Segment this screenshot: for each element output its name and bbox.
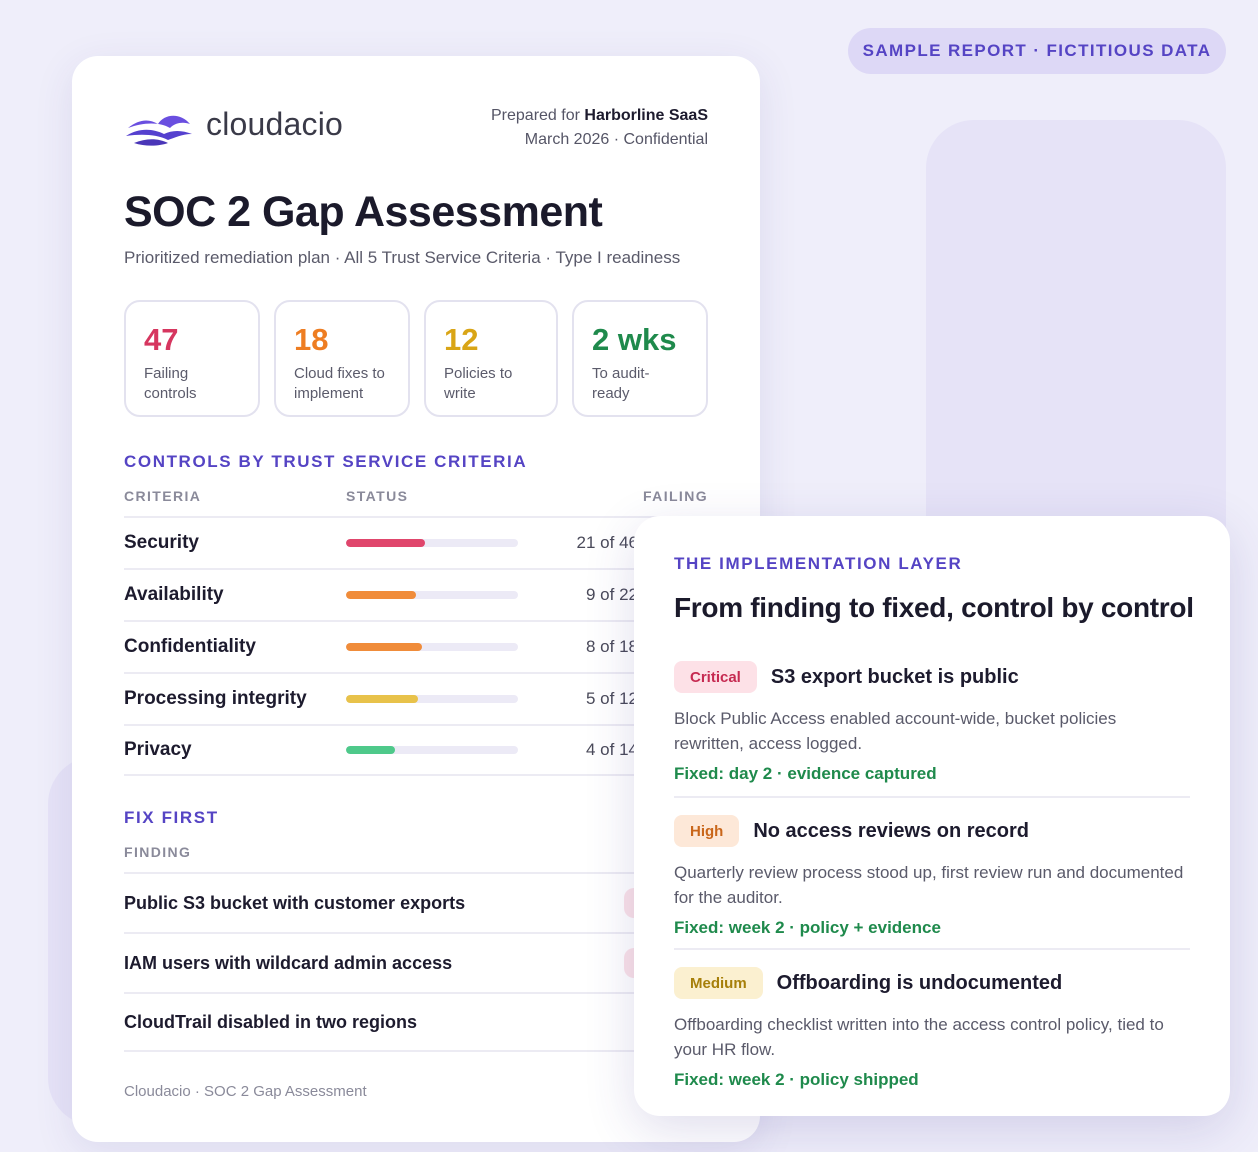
fix-first-heading: FIX FIRST	[124, 808, 219, 827]
finding-row: CloudTrail disabled in two regions	[124, 992, 708, 1052]
status-bar-fill	[346, 539, 425, 547]
status-bar	[346, 695, 518, 703]
client-name: Harborline SaaS	[584, 107, 708, 124]
stat-card-failing-controls: 47 Failing controls	[124, 300, 260, 417]
stat-value: 47	[144, 322, 179, 357]
status-bar-fill	[346, 643, 423, 651]
finding-row: Public S3 bucket with customer exports	[124, 872, 708, 932]
sample-report-badge: SAMPLE REPORT · FICTITIOUS DATA	[848, 28, 1226, 74]
remediation-description: Offboarding checklist written into the a…	[674, 1015, 1164, 1059]
stat-value: 18	[294, 322, 329, 357]
failing-count: 8 of 18	[586, 637, 638, 656]
failing-count: 4 of 14	[586, 740, 638, 759]
remediation-item: Critical S3 export bucket is public Bloc…	[674, 660, 1190, 784]
severity-badge-critical: Critical	[674, 661, 757, 693]
column-header-status: STATUS	[346, 488, 409, 504]
status-bar-fill	[346, 695, 418, 703]
column-header-criteria: CRITERIA	[124, 488, 202, 504]
implementation-title: From finding to fixed, control by contro…	[674, 592, 1194, 623]
criteria-row: Processing integrity 5 of 12	[124, 672, 708, 724]
stat-value: 2 wks	[592, 322, 677, 357]
report-date: March 2026 · Confidential	[524, 131, 708, 148]
remediation-title: S3 export bucket is public	[770, 665, 1019, 688]
remediation-status: Fixed: week 2 · policy + evidence	[674, 918, 941, 937]
implementation-card: THE IMPLEMENTATION LAYER From finding to…	[634, 516, 1230, 1116]
brand-name: cloudacio	[206, 105, 344, 142]
remediation-title: Offboarding is undocumented	[776, 971, 1063, 994]
status-bar	[346, 591, 518, 599]
implementation-eyebrow: THE IMPLEMENTATION LAYER	[674, 554, 963, 573]
status-bar	[346, 643, 518, 651]
remediation-description: Block Public Access enabled account-wide…	[674, 709, 1117, 753]
criteria-name: Security	[124, 532, 199, 553]
remediation-status: Fixed: day 2 · evidence captured	[674, 764, 937, 783]
status-bar	[346, 746, 518, 754]
criteria-name: Availability	[124, 584, 224, 605]
status-bar-fill	[346, 591, 417, 599]
failing-count: 21 of 46	[576, 533, 638, 552]
criteria-name: Processing integrity	[124, 688, 307, 709]
brand-logo: cloudacio	[124, 100, 343, 148]
remediation-item: Medium Offboarding is undocumented Offbo…	[674, 966, 1190, 1090]
prepared-prefix: Prepared for	[491, 107, 580, 124]
finding-text: Public S3 bucket with customer exports	[124, 892, 466, 913]
failing-count: 9 of 22	[586, 585, 638, 604]
remediation-status: Fixed: week 2 · policy shipped	[674, 1070, 919, 1089]
status-bar-fill	[346, 746, 396, 754]
failing-count: 5 of 12	[586, 689, 638, 708]
remediation-item: High No access reviews on record Quarter…	[674, 814, 1190, 938]
report-subtitle: Prioritized remediation plan · All 5 Tru…	[124, 248, 681, 267]
stat-label: Failing controls	[144, 365, 197, 402]
item-divider	[674, 796, 1190, 798]
finding-text: CloudTrail disabled in two regions	[124, 1011, 418, 1032]
criteria-name: Privacy	[124, 739, 192, 760]
stat-card-policies: 12 Policies to write	[424, 300, 558, 417]
stat-label: Policies to write	[444, 365, 513, 402]
column-header-finding: FINDING	[124, 844, 192, 860]
criteria-row: Security 21 of 46	[124, 516, 708, 568]
report-title: SOC 2 Gap Assessment	[124, 188, 603, 236]
stat-value: 12	[444, 322, 479, 357]
finding-row: IAM users with wildcard admin access	[124, 932, 708, 992]
remediation-title: No access reviews on record	[753, 819, 1030, 842]
criteria-row: Privacy 4 of 14	[124, 724, 708, 776]
item-divider	[674, 948, 1190, 950]
severity-badge-medium: Medium	[674, 967, 763, 999]
cloudacio-logo-icon	[126, 115, 192, 146]
status-bar	[346, 539, 518, 547]
severity-badge-high: High	[674, 815, 740, 847]
stat-card-cloud-fixes: 18 Cloud fixes to implement	[274, 300, 410, 417]
criteria-row: Availability 9 of 22	[124, 568, 708, 620]
stat-label: To audit-ready	[592, 365, 650, 402]
criteria-section-heading: CONTROLS BY TRUST SERVICE CRITERIA	[124, 452, 528, 471]
remediation-description: Quarterly review process stood up, first…	[674, 863, 1184, 907]
criteria-name: Confidentiality	[124, 636, 256, 657]
stat-label: Cloud fixes to implement	[294, 365, 385, 402]
finding-text: IAM users with wildcard admin access	[124, 952, 453, 973]
stat-card-audit-ready: 2 wks To audit-ready	[572, 300, 708, 417]
column-header-failing: FAILING	[643, 488, 709, 504]
prepared-for-block: Prepared for Harborline SaaS March 2026 …	[491, 104, 708, 152]
report-footer: Cloudacio · SOC 2 Gap Assessment	[124, 1083, 367, 1100]
criteria-row: Confidentiality 8 of 18	[124, 620, 708, 672]
